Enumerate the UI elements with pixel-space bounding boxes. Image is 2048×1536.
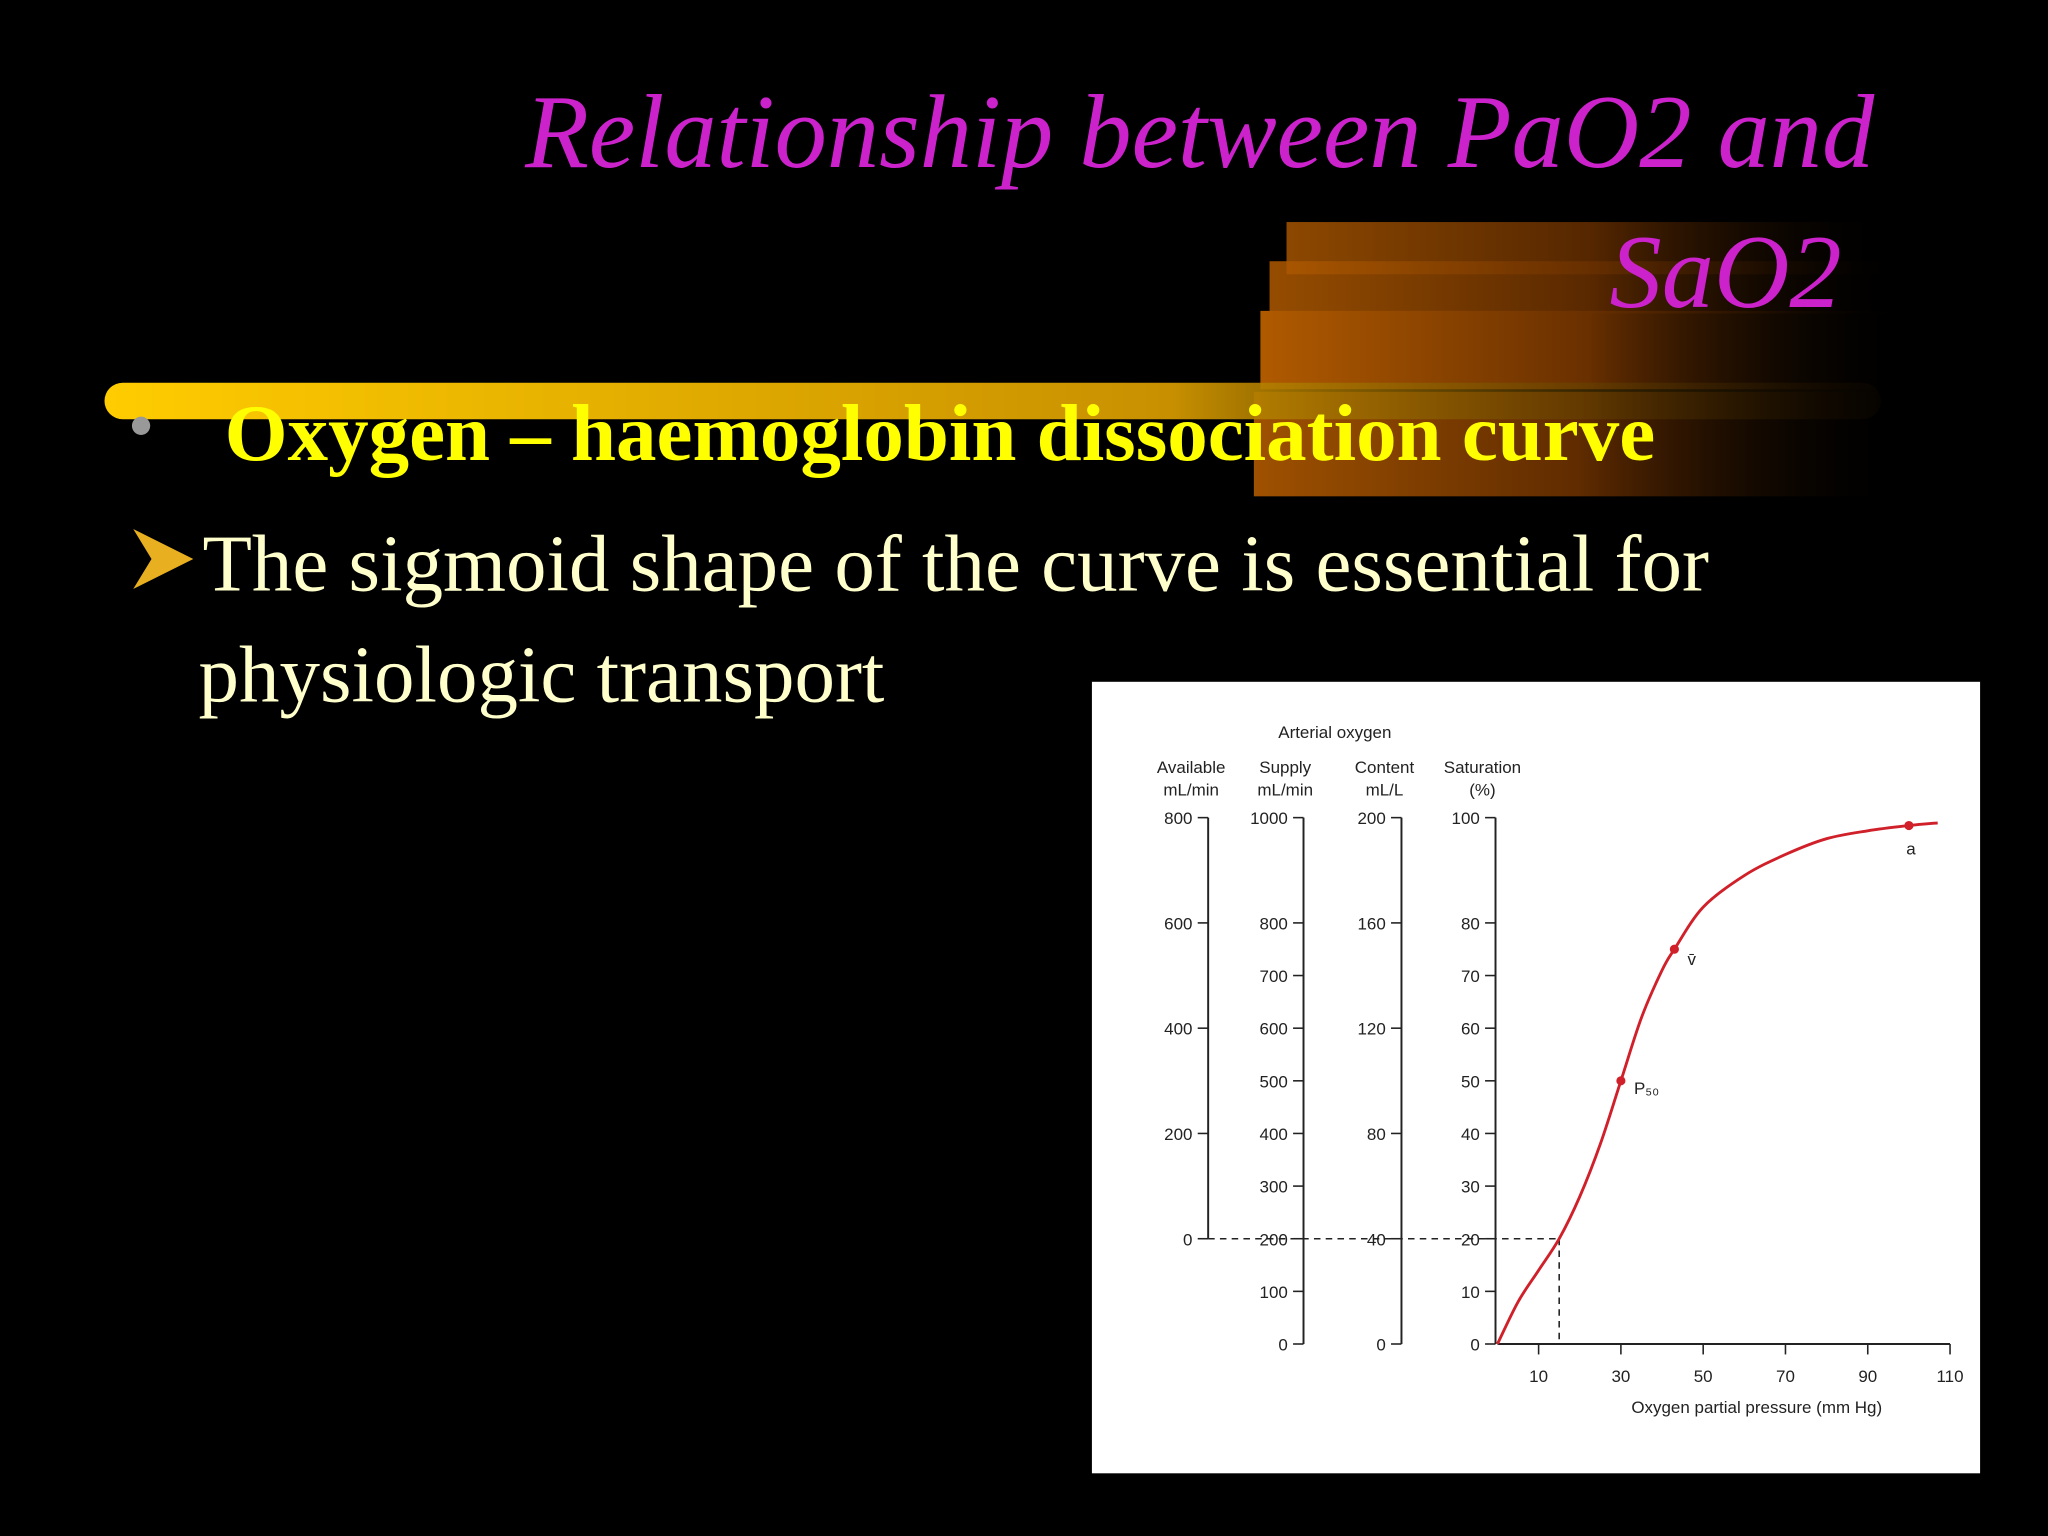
- axis-unit: mL/min: [1257, 780, 1313, 799]
- bullet: [131, 416, 151, 435]
- x-tick-label: 10: [1529, 1367, 1548, 1386]
- y-tick-label: 800: [1260, 914, 1288, 933]
- y-tick-label: 600: [1260, 1020, 1288, 1039]
- arrow-bullet: [133, 528, 194, 590]
- title: SaO2: [1609, 214, 1841, 330]
- title: Relationship between PaO2 and: [524, 74, 1875, 190]
- curve: [1496, 821, 1938, 1345]
- axis-name: Saturation: [1444, 758, 1521, 777]
- y-tick-label: 700: [1260, 967, 1288, 986]
- y-tick-label: 40: [1367, 1230, 1386, 1249]
- y-tick-label: 80: [1367, 1125, 1386, 1144]
- y-tick-label: 800: [1164, 809, 1192, 828]
- axis-name: Supply: [1259, 758, 1311, 777]
- axis-unit: mL/min: [1163, 780, 1219, 799]
- y-tick-label: 400: [1260, 1125, 1288, 1144]
- x-tick-label: 30: [1611, 1367, 1630, 1386]
- curve-point: [1904, 820, 1914, 831]
- y-tick-label: 200: [1357, 809, 1385, 828]
- y-tick-label: 0: [1376, 1336, 1385, 1355]
- y-tick-label: 30: [1461, 1178, 1480, 1197]
- y-tick-label: 100: [1452, 809, 1480, 828]
- y-tick-label: 100: [1260, 1283, 1288, 1302]
- axis-unit: (%): [1469, 780, 1495, 799]
- y-tick-label: 120: [1357, 1020, 1385, 1039]
- y-tick-label: 40: [1461, 1125, 1480, 1144]
- y-tick-label: 160: [1357, 914, 1385, 933]
- axis-name: Available: [1157, 758, 1226, 777]
- x-tick-label: 50: [1694, 1367, 1713, 1386]
- axis-name: Content: [1355, 758, 1415, 777]
- body-text: physiologic transport: [199, 629, 885, 719]
- y-tick-label: 0: [1183, 1230, 1192, 1249]
- x-tick-label: 110: [1937, 1367, 1964, 1386]
- y-tick-label: 200: [1260, 1230, 1288, 1249]
- decoration: [1269, 261, 1910, 314]
- point-label: a: [1906, 839, 1916, 858]
- y-tick-label: 50: [1461, 1072, 1480, 1091]
- y-tick-label: 0: [1278, 1336, 1287, 1355]
- decoration: [1260, 310, 1914, 390]
- x-axis-label: Oxygen partial pressure (mm Hg): [1631, 1398, 1882, 1417]
- point-label: P₅₀: [1634, 1079, 1659, 1098]
- x-tick-label: 90: [1858, 1367, 1877, 1386]
- point-label: v̄: [1687, 950, 1696, 969]
- y-tick-label: 600: [1164, 914, 1192, 933]
- curve-point: [1616, 1076, 1626, 1086]
- y-tick-label: 20: [1461, 1230, 1480, 1249]
- figure: [1091, 681, 1981, 1474]
- chart-title: Arterial oxygen: [1278, 723, 1391, 742]
- y-tick-label: 80: [1461, 914, 1480, 933]
- x-tick-label: 70: [1776, 1367, 1795, 1386]
- y-tick-label: 10: [1461, 1283, 1480, 1302]
- y-tick-label: 500: [1260, 1072, 1288, 1091]
- heading: Oxygen – haemoglobin dissociation curve: [225, 388, 1656, 478]
- curve-point: [1669, 944, 1679, 954]
- decoration: [104, 382, 1881, 420]
- y-tick-label: 70: [1461, 967, 1480, 986]
- y-tick-label: 200: [1164, 1125, 1192, 1144]
- y-tick-label: 0: [1470, 1336, 1479, 1355]
- y-tick-label: 60: [1461, 1020, 1480, 1039]
- body-text: The sigmoid shape of the curve is essent…: [202, 518, 1709, 608]
- y-tick-label: 1000: [1250, 809, 1288, 828]
- y-tick-label: 300: [1260, 1178, 1288, 1197]
- axis-unit: mL/L: [1366, 780, 1404, 799]
- y-tick-label: 400: [1164, 1020, 1192, 1039]
